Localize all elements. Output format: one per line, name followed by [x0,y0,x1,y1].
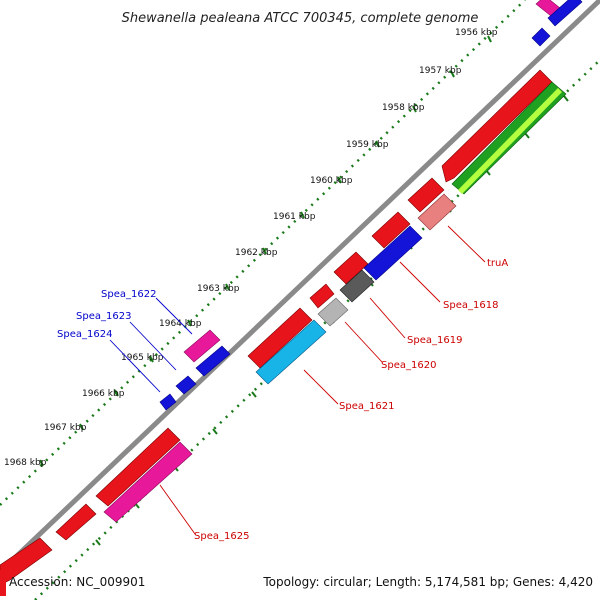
gene-labels: truA Spea_1618 Spea_1619 Spea_1620 Spea_… [57,258,508,542]
gene-feature[interactable] [159,393,177,411]
gene-feature[interactable] [0,537,53,586]
gene-feature[interactable] [417,193,457,231]
tick-label: 1960 kbp [310,176,353,186]
gene-feature[interactable] [95,427,181,507]
label-leaders [109,225,486,535]
gene-label-spea-1621[interactable]: Spea_1621 [339,401,394,412]
gene-feature[interactable] [363,225,423,281]
gene-feature[interactable] [407,177,445,213]
tick-label: 1964 kbp [159,319,202,329]
footer-red-stub [0,570,6,596]
tick-label: 1966 kbp [82,389,125,399]
gene-feature[interactable] [183,329,221,363]
gene-feature[interactable] [441,69,553,183]
gene-feature[interactable] [371,211,411,249]
gene-feature[interactable] [55,503,97,541]
outer-tick-track [0,0,526,506]
tick-label: 1957 kbp [419,66,462,76]
gene-feature[interactable] [309,283,335,309]
tick-label: 1963 kbp [197,284,240,294]
genome-summary-text: Topology: circular; Length: 5,174,581 bp… [262,575,593,589]
gene-label-spea-1619[interactable]: Spea_1619 [407,335,462,346]
tick-label: 1959 kbp [346,140,389,150]
gene-feature[interactable] [195,345,231,377]
gene-label-spea-1622[interactable]: Spea_1622 [101,289,156,300]
gene-feature[interactable] [103,441,193,523]
outer-genes [159,329,231,411]
gene-feature[interactable] [531,27,551,47]
gene-label-spea-1624[interactable]: Spea_1624 [57,329,112,340]
tick-label: 1962 kbp [235,248,278,258]
gene-feature[interactable] [317,297,349,327]
forward-genes [0,0,583,586]
gene-feature-highlight [458,88,562,194]
gene-feature[interactable] [175,375,197,395]
map-title: Shewanella pealeana ATCC 700345, complet… [122,11,479,26]
gene-label-spea-1623[interactable]: Spea_1623 [76,311,131,322]
tick-label: 1965 kbp [121,353,164,363]
tick-label: 1968 kbp [4,458,47,468]
gene-label-spea-1618[interactable]: Spea_1618 [443,300,498,311]
kbp-tick-labels: 1956 kbp 1957 kbp 1958 kbp 1959 kbp 1960… [4,28,498,468]
gene-feature[interactable] [339,269,375,303]
gene-feature[interactable] [247,307,313,369]
accession-text: Accession: NC_009901 [9,575,145,589]
gene-feature[interactable] [547,0,583,27]
gene-label-spea-1620[interactable]: Spea_1620 [381,360,436,371]
tick-label: 1958 kbp [382,103,425,113]
tick-label: 1956 kbp [455,28,498,38]
outer-major-ticks [39,35,492,467]
gene-label-spea-1625[interactable]: Spea_1625 [194,531,249,542]
genome-backbone [0,0,600,574]
gene-feature[interactable] [255,319,327,385]
reverse-genes [103,81,567,523]
gene-label-trua[interactable]: truA [487,258,508,269]
tick-label: 1961 kbp [273,212,316,222]
tick-label: 1967 kbp [44,423,87,433]
